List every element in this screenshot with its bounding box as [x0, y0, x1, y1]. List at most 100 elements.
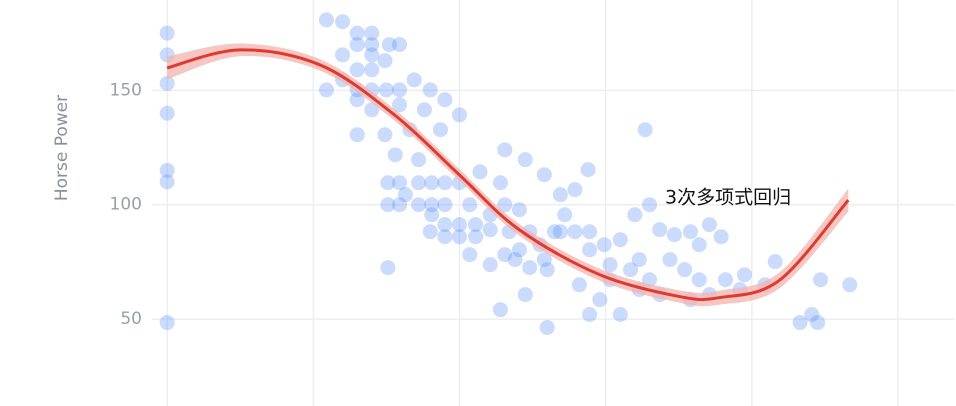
scatter-point	[482, 222, 498, 238]
scatter-point	[677, 262, 693, 278]
plot-area	[159, 12, 858, 336]
scatter-point	[517, 287, 533, 303]
scatter-point	[437, 92, 453, 108]
scatter-point	[492, 302, 508, 318]
scatter-point	[318, 82, 334, 98]
scatter-point	[411, 152, 427, 168]
scatter-point	[691, 272, 707, 288]
scatter-point	[517, 152, 533, 168]
scatter-point	[159, 162, 175, 178]
scatter-point	[159, 315, 175, 331]
scatter-point	[411, 197, 427, 213]
regression-curve	[166, 48, 850, 302]
annotation: 3次多项式回归	[665, 187, 791, 209]
scatter-point	[582, 307, 598, 323]
scatter-point	[406, 72, 422, 88]
scatter-point	[539, 320, 555, 336]
scatter-point	[612, 307, 628, 323]
scatter-point	[364, 62, 380, 78]
scatter-point	[627, 207, 643, 223]
scatter-point	[451, 107, 467, 123]
scatter-point	[718, 272, 734, 288]
scatter-point	[701, 217, 717, 233]
scatter-point	[497, 197, 513, 213]
scatter-point	[392, 175, 408, 191]
scatter-point	[492, 175, 508, 191]
scatter-point	[536, 252, 552, 268]
scatter-point	[397, 187, 413, 203]
scatter-point	[364, 25, 380, 41]
scatter-point	[437, 197, 453, 213]
y-axis-label: Horse Power	[52, 95, 72, 201]
scatter-point	[804, 307, 820, 323]
scatter-point	[536, 167, 552, 183]
scatter-point	[682, 224, 698, 240]
scatter-point	[364, 37, 380, 53]
scatter-point	[737, 267, 753, 283]
scatter-point	[582, 242, 598, 258]
scatter-point	[349, 92, 365, 108]
confidence-band	[167, 43, 849, 307]
scatter-point	[662, 252, 678, 268]
y-tick-label: 50	[120, 309, 142, 329]
scatter-point	[666, 227, 682, 243]
scatter-point	[567, 224, 583, 240]
scatter-point	[377, 53, 393, 69]
scatter-point	[539, 262, 555, 278]
y-tick-label: 100	[110, 195, 142, 215]
scatter-point	[497, 142, 513, 158]
scatter-point	[364, 47, 380, 63]
grid	[152, 0, 955, 406]
scatter-point	[392, 82, 408, 98]
scatter-point	[637, 122, 653, 138]
scatter-point	[468, 217, 484, 233]
scatter-point	[349, 62, 365, 78]
scatter-point	[335, 14, 351, 30]
scatter-point	[424, 197, 440, 213]
scatter-point	[424, 207, 440, 223]
scatter-point	[468, 229, 484, 245]
scatter-point	[451, 217, 467, 233]
scatter-point	[592, 292, 608, 308]
scatter-point	[335, 47, 351, 63]
scatter-point	[159, 75, 175, 91]
scatter-point	[380, 175, 396, 191]
scatter-point	[378, 82, 394, 98]
scatter-point	[437, 217, 453, 233]
scatter-point	[567, 182, 583, 198]
scatter-point	[387, 147, 403, 163]
scatter-point	[392, 97, 408, 113]
scatter-point	[596, 237, 612, 253]
scatter-point	[652, 222, 668, 238]
scatter-point	[547, 224, 563, 240]
scatter-point	[437, 175, 453, 191]
scatter-point	[437, 229, 453, 245]
scatter-point	[349, 37, 365, 53]
scatter-point	[380, 197, 396, 213]
scatter-point	[482, 257, 498, 273]
scatter-point	[511, 202, 527, 218]
scatter-point	[792, 315, 808, 331]
scatter-point	[507, 252, 523, 268]
scatter-point	[497, 247, 513, 263]
y-tick-label: 150	[110, 80, 142, 100]
scatter-point	[432, 122, 448, 138]
scatter-point	[392, 197, 408, 213]
scatter-point	[349, 25, 365, 41]
scatter-point	[424, 175, 440, 191]
scatter-point	[416, 102, 432, 118]
scatter-point	[411, 175, 427, 191]
scatter-point	[364, 102, 380, 118]
scatter-point	[451, 229, 467, 245]
scatter-point	[159, 174, 175, 190]
scatter-point	[159, 25, 175, 41]
scatter-point	[623, 262, 639, 278]
scatter-point	[813, 272, 829, 288]
scatter-point	[842, 277, 858, 293]
scatter-point	[552, 187, 568, 203]
scatter-point	[602, 257, 618, 273]
scatter-point	[377, 127, 393, 143]
scatter-point	[159, 105, 175, 121]
scatter-point	[580, 162, 596, 178]
scatter-point	[571, 277, 587, 293]
